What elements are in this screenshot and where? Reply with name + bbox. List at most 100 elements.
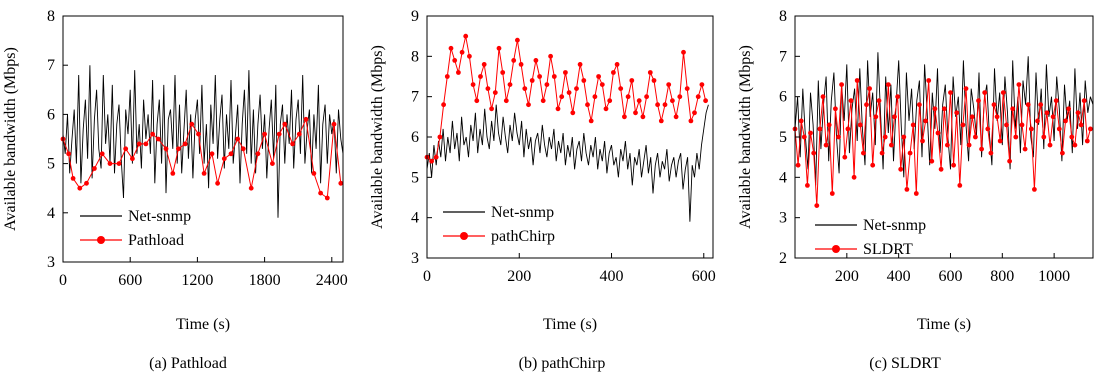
- data-point: [985, 126, 991, 132]
- data-point: [537, 74, 542, 79]
- data-point: [599, 82, 605, 87]
- data-point: [1004, 122, 1009, 128]
- data-point: [107, 161, 113, 167]
- data-point: [1078, 122, 1084, 128]
- data-point: [496, 45, 502, 51]
- data-point: [677, 94, 683, 100]
- data-point: [885, 82, 891, 87]
- series-line-tool: [794, 80, 1091, 206]
- y-tick-label: 3: [411, 250, 419, 267]
- data-point: [892, 114, 897, 120]
- data-point: [662, 102, 668, 108]
- data-point: [1084, 138, 1090, 144]
- data-point: [836, 134, 841, 140]
- data-point: [910, 122, 916, 128]
- data-point: [629, 78, 635, 83]
- data-point: [960, 122, 966, 128]
- data-point: [817, 126, 823, 132]
- data-point: [130, 156, 135, 162]
- data-point: [808, 130, 813, 136]
- data-point: [963, 86, 969, 91]
- y-tick-label: 3: [779, 210, 787, 227]
- x-axis-label: Time (s): [917, 316, 971, 333]
- data-point: [692, 110, 697, 116]
- data-point: [563, 70, 568, 75]
- data-point: [988, 150, 994, 156]
- series-line-net-snmp: [426, 104, 709, 222]
- data-point: [1047, 142, 1053, 148]
- data-point: [625, 94, 631, 100]
- data-point: [492, 90, 498, 95]
- data-point: [1060, 150, 1065, 156]
- data-point: [448, 45, 454, 51]
- data-point: [1013, 134, 1019, 140]
- data-point: [248, 185, 254, 191]
- data-point: [913, 191, 919, 196]
- data-point: [673, 114, 679, 120]
- data-point: [603, 106, 609, 112]
- data-point: [644, 94, 649, 100]
- x-tick-label: 1800: [249, 272, 281, 289]
- y-tick-label: 4: [411, 210, 419, 227]
- data-point: [570, 110, 576, 116]
- data-point: [511, 58, 517, 63]
- y-tick-label: 7: [779, 48, 787, 65]
- data-point: [481, 62, 487, 67]
- data-point: [948, 90, 953, 95]
- data-point: [155, 136, 161, 142]
- data-point: [170, 171, 176, 176]
- data-point: [143, 141, 149, 147]
- data-point: [681, 49, 686, 55]
- data-point: [814, 203, 820, 209]
- data-point: [574, 86, 579, 91]
- data-point: [123, 146, 129, 152]
- data-point: [923, 118, 928, 124]
- x-tick-label: 1000: [1038, 268, 1070, 285]
- plot-frame: [62, 15, 344, 263]
- data-point: [820, 94, 826, 100]
- data-point: [282, 121, 288, 127]
- data-point: [1035, 118, 1040, 124]
- data-point: [640, 114, 646, 120]
- data-point: [622, 114, 627, 120]
- data-point: [1063, 118, 1068, 124]
- data-point: [666, 82, 672, 87]
- panel-sldrt: 2 3 4 5 6 7 8 200 400 600 800 1000 Time (s) Available…: [737, 8, 1094, 372]
- data-point: [296, 131, 302, 137]
- data-point: [596, 74, 601, 79]
- legend-label-net-snmp: Net-snmp: [863, 217, 926, 234]
- data-point: [920, 138, 925, 144]
- data-point: [889, 142, 894, 148]
- data-point: [1075, 110, 1081, 116]
- data-point: [189, 121, 195, 127]
- data-point: [182, 141, 188, 147]
- data-point: [633, 110, 638, 116]
- data-point: [262, 131, 267, 137]
- data-point: [873, 114, 879, 120]
- data-point: [485, 86, 491, 91]
- y-tick-label: 4: [779, 169, 787, 186]
- data-point: [303, 116, 309, 122]
- data-point: [845, 126, 851, 132]
- data-point: [938, 166, 944, 172]
- data-point: [1056, 126, 1062, 132]
- data-point: [969, 114, 975, 120]
- legend-marker-tool: [832, 245, 840, 253]
- data-point: [1019, 122, 1025, 128]
- data-point: [478, 74, 483, 79]
- data-point: [522, 86, 528, 91]
- data-point: [255, 151, 261, 157]
- y-tick-label: 6: [779, 89, 787, 106]
- x-tick-label: 600: [692, 268, 716, 285]
- data-point: [895, 94, 900, 100]
- series-line-tool: [426, 36, 707, 162]
- data-point: [966, 142, 972, 148]
- data-point: [811, 150, 817, 156]
- data-point: [1028, 126, 1034, 132]
- data-point: [441, 102, 446, 108]
- data-point: [982, 90, 988, 95]
- data-point: [463, 33, 469, 39]
- y-axis-label: Available bandwidth (Mbps): [369, 45, 386, 229]
- data-point: [901, 134, 907, 140]
- x-tick-label: 2400: [316, 272, 348, 289]
